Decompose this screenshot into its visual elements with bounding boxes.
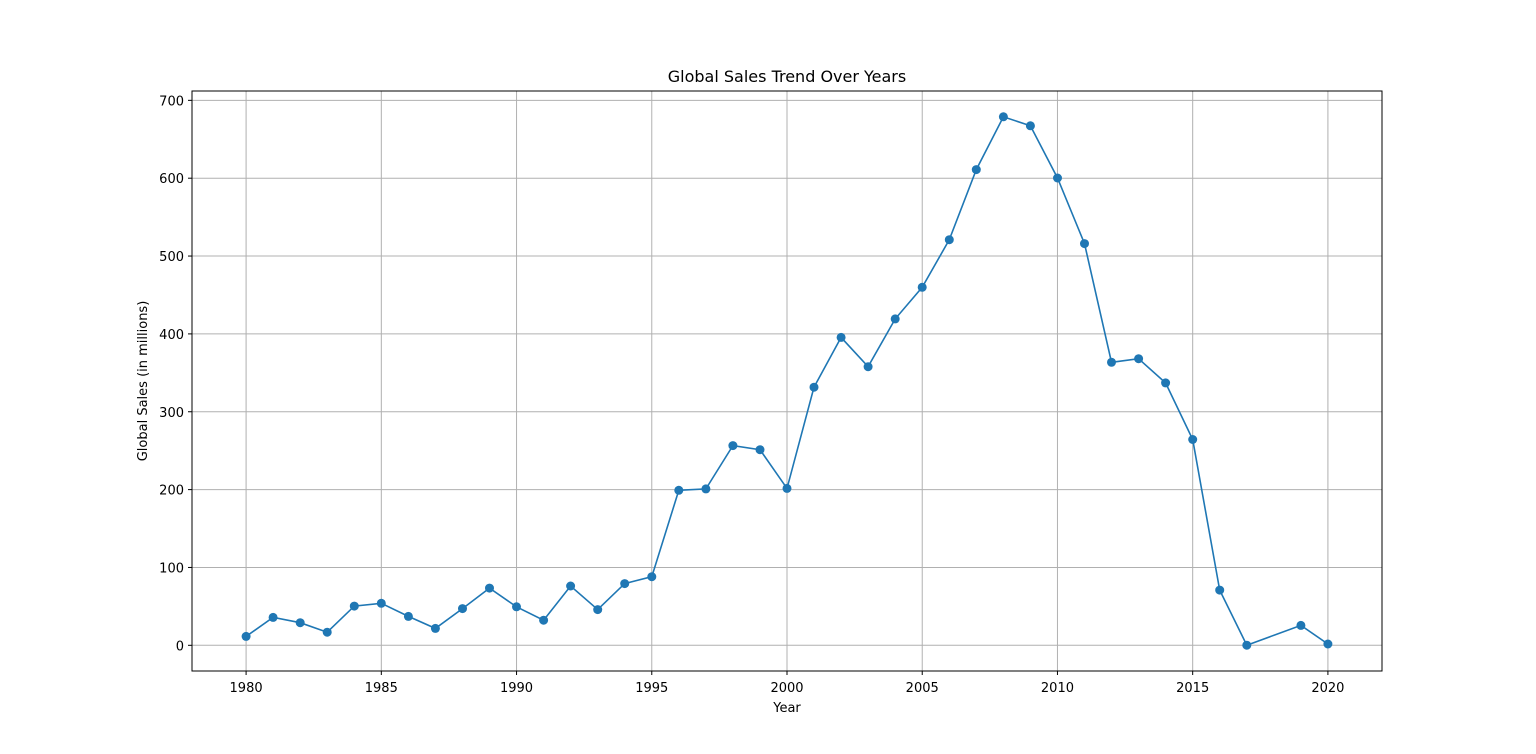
data-point: [1242, 640, 1252, 650]
data-point: [917, 282, 927, 292]
data-point: [430, 623, 440, 633]
axis-ticks: 1980 1985 1990 1995 2000 2005 2010 2015 2020 0 100…: [159, 94, 1344, 696]
x-axis-label: Year: [772, 701, 801, 716]
data-point: [890, 314, 900, 324]
data-point: [241, 631, 251, 641]
data-point: [1134, 354, 1144, 364]
y-tick-label: 100: [159, 561, 184, 576]
x-tick-label: 2020: [1311, 681, 1344, 696]
x-tick-label: 2015: [1176, 681, 1209, 696]
data-point: [268, 612, 278, 622]
data-point: [1296, 620, 1306, 630]
data-point: [809, 382, 819, 392]
data-point: [349, 601, 359, 611]
data-point: [539, 615, 549, 625]
y-tick-label: 700: [159, 94, 184, 109]
x-tick-label: 2000: [770, 681, 803, 696]
data-point: [322, 627, 332, 637]
x-tick-label: 1995: [635, 681, 668, 696]
data-point: [1025, 121, 1035, 131]
data-point: [944, 235, 954, 245]
data-point: [728, 441, 738, 451]
data-point: [458, 604, 467, 614]
x-tick-label: 1990: [500, 681, 533, 696]
data-point: [998, 112, 1008, 122]
y-tick-label: 600: [159, 172, 184, 187]
data-point: [376, 598, 386, 608]
data-point: [1107, 357, 1116, 367]
series-line: [245, 115, 1329, 647]
data-point: [701, 484, 711, 494]
x-tick-label: 2010: [1041, 681, 1074, 696]
grid: [192, 91, 1382, 671]
data-point: [403, 611, 413, 621]
data-point: [836, 332, 846, 342]
y-tick-label: 0: [176, 639, 184, 654]
data-point: [1053, 173, 1062, 183]
data-point: [863, 362, 873, 372]
series: [241, 112, 1333, 650]
data-point: [512, 602, 521, 612]
data-point: [647, 572, 657, 582]
data-point: [620, 579, 630, 589]
y-tick-label: 500: [159, 250, 184, 265]
y-axis-label: Global Sales (in millions): [136, 301, 151, 462]
data-point: [674, 485, 684, 495]
data-point: [1161, 378, 1171, 388]
data-point: [593, 605, 603, 615]
x-tick-label: 2005: [906, 681, 939, 696]
x-tick-label: 1980: [230, 681, 263, 696]
data-point: [1215, 585, 1225, 595]
data-point: [566, 581, 576, 591]
data-point: [1080, 239, 1089, 249]
data-point: [971, 165, 981, 175]
y-tick-label: 400: [159, 328, 184, 343]
data-point: [295, 618, 305, 628]
data-point: [782, 483, 792, 493]
data-point: [1188, 435, 1198, 444]
x-tick-label: 1985: [365, 681, 398, 696]
y-tick-label: 200: [159, 484, 184, 499]
y-tick-label: 300: [159, 406, 184, 421]
data-point: [485, 583, 494, 593]
data-point: [1323, 639, 1333, 649]
chart-title: Global Sales Trend Over Years: [668, 67, 906, 86]
data-point: [755, 445, 765, 455]
